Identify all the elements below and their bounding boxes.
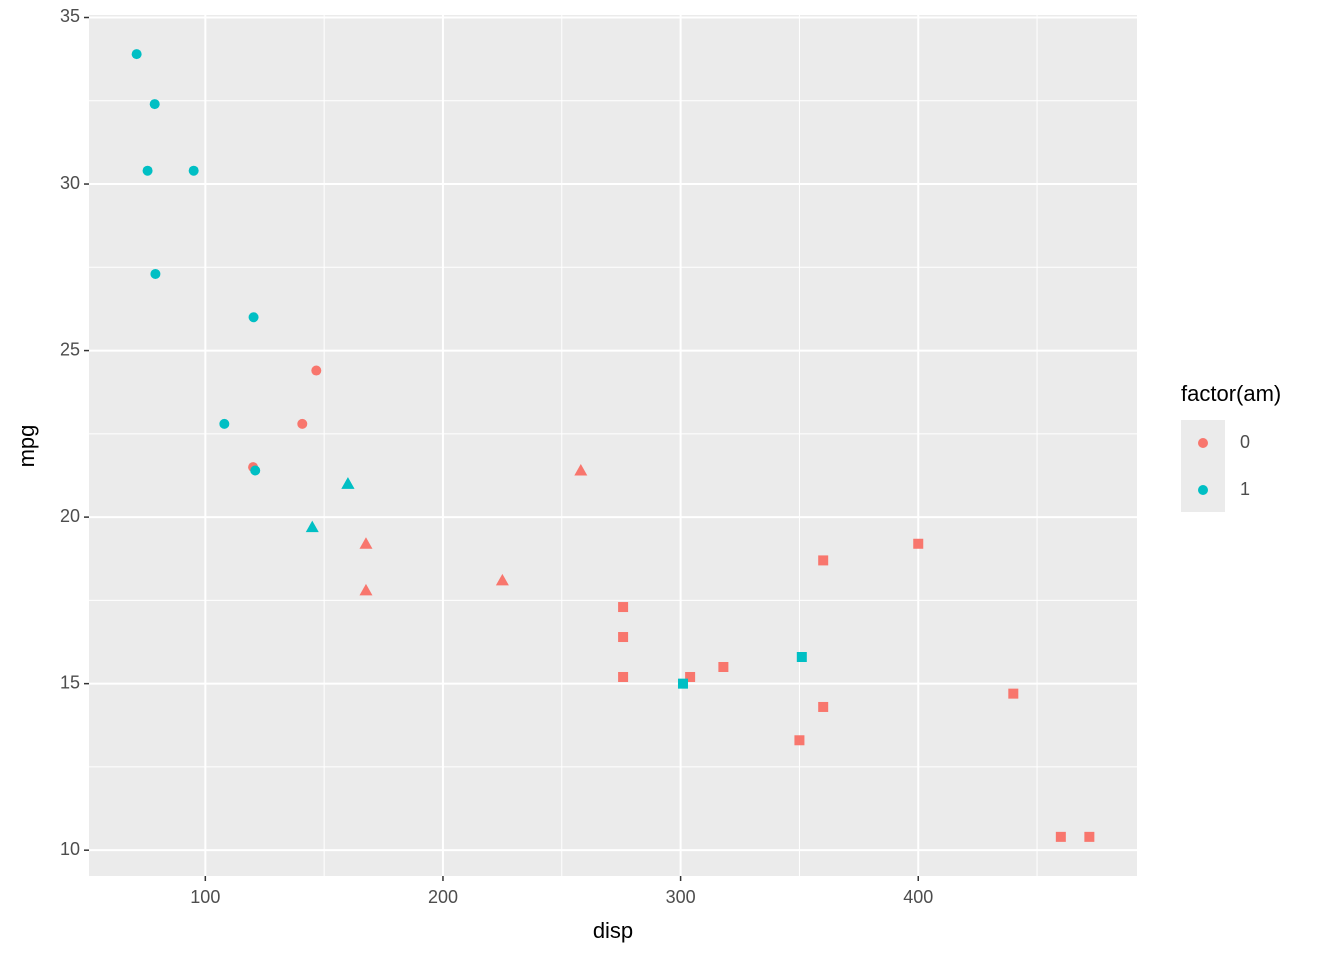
point [818, 701, 829, 712]
point [341, 477, 355, 489]
y-tick-label: 20 [60, 506, 80, 526]
point [796, 652, 807, 663]
point [618, 671, 629, 682]
point [718, 661, 729, 672]
point [248, 312, 259, 323]
x-tick-label: 300 [666, 887, 696, 907]
point [359, 537, 373, 549]
legend-marker [1198, 438, 1208, 448]
y-tick-label: 10 [60, 839, 80, 859]
point [297, 418, 308, 429]
point [677, 678, 688, 689]
point [913, 538, 924, 549]
point [142, 165, 153, 176]
point [574, 463, 588, 476]
x-tick-label: 400 [903, 887, 933, 907]
point [1008, 688, 1019, 699]
x-tick-label: 200 [428, 887, 458, 907]
y-tick-label: 30 [60, 173, 80, 193]
legend-title: factor(am) [1181, 381, 1281, 406]
y-tick-label: 35 [60, 6, 80, 26]
point [188, 165, 199, 176]
point [150, 268, 161, 279]
point [1084, 831, 1095, 842]
panel [89, 15, 1137, 876]
point [794, 735, 805, 746]
point [495, 573, 509, 586]
y-tick-label: 15 [60, 672, 80, 692]
y-axis-label: mpg [14, 425, 39, 468]
point [250, 465, 261, 476]
point [685, 671, 696, 682]
legend-keys [1181, 420, 1225, 512]
point [359, 583, 373, 596]
point [311, 365, 322, 376]
point [1055, 831, 1066, 842]
x-axis-label: disp [593, 918, 633, 943]
legend-marker [1198, 485, 1208, 495]
x-tick-label: 100 [190, 887, 220, 907]
y-tick-label: 25 [60, 339, 80, 359]
legend-label: 0 [1240, 432, 1250, 452]
legend-label: 1 [1240, 479, 1250, 499]
point [618, 602, 629, 613]
point [818, 555, 829, 566]
point [149, 99, 160, 110]
point [219, 418, 230, 429]
point [618, 632, 629, 643]
point [131, 49, 142, 60]
point [305, 520, 319, 533]
